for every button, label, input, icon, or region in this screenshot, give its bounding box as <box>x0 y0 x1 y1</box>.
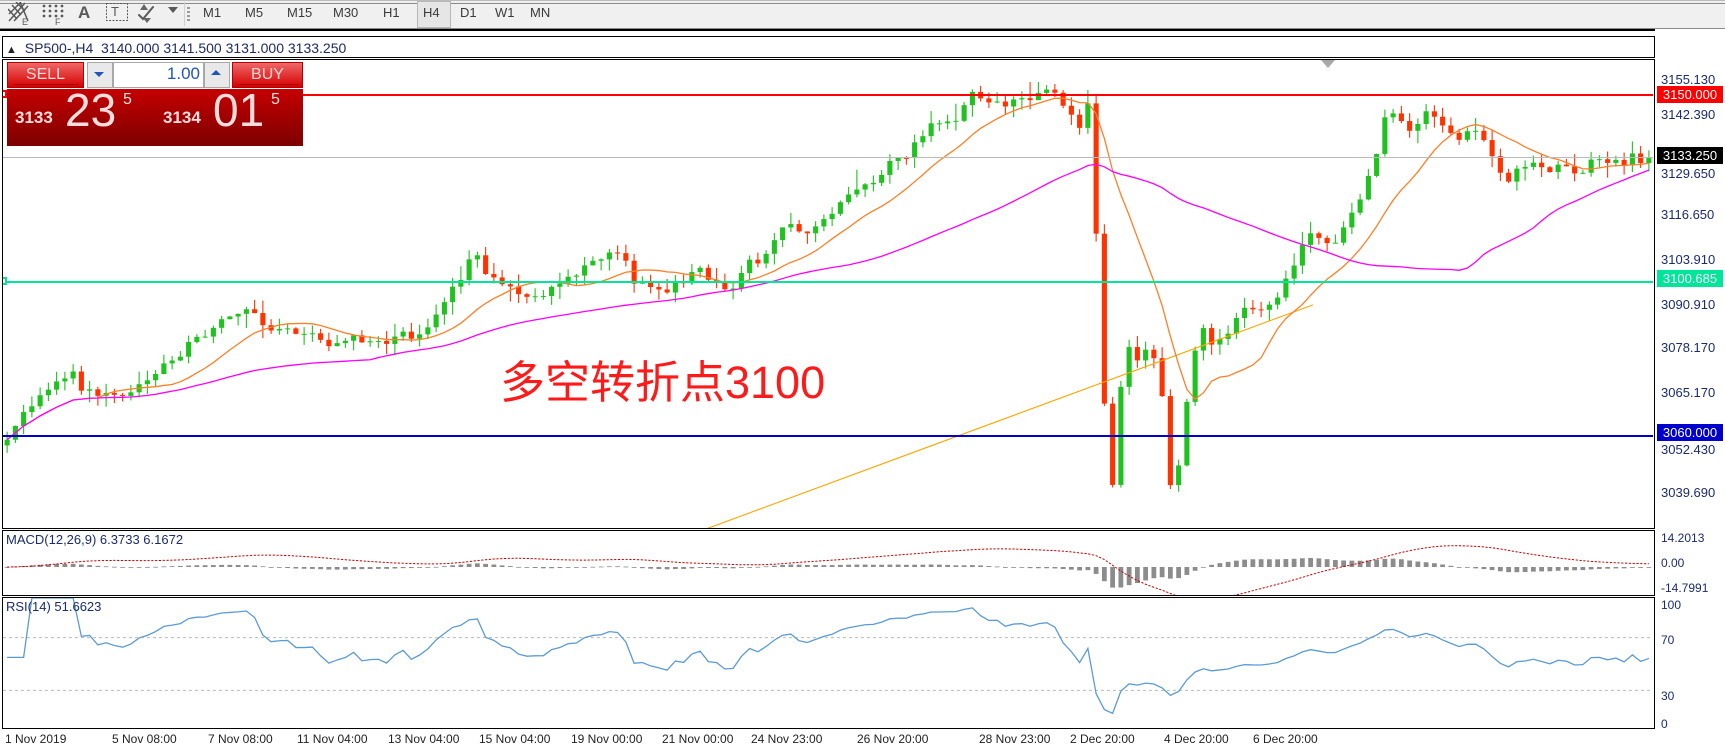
svg-text:T: T <box>111 4 119 19</box>
svg-text:E: E <box>22 17 28 26</box>
svg-text:F: F <box>55 17 61 26</box>
